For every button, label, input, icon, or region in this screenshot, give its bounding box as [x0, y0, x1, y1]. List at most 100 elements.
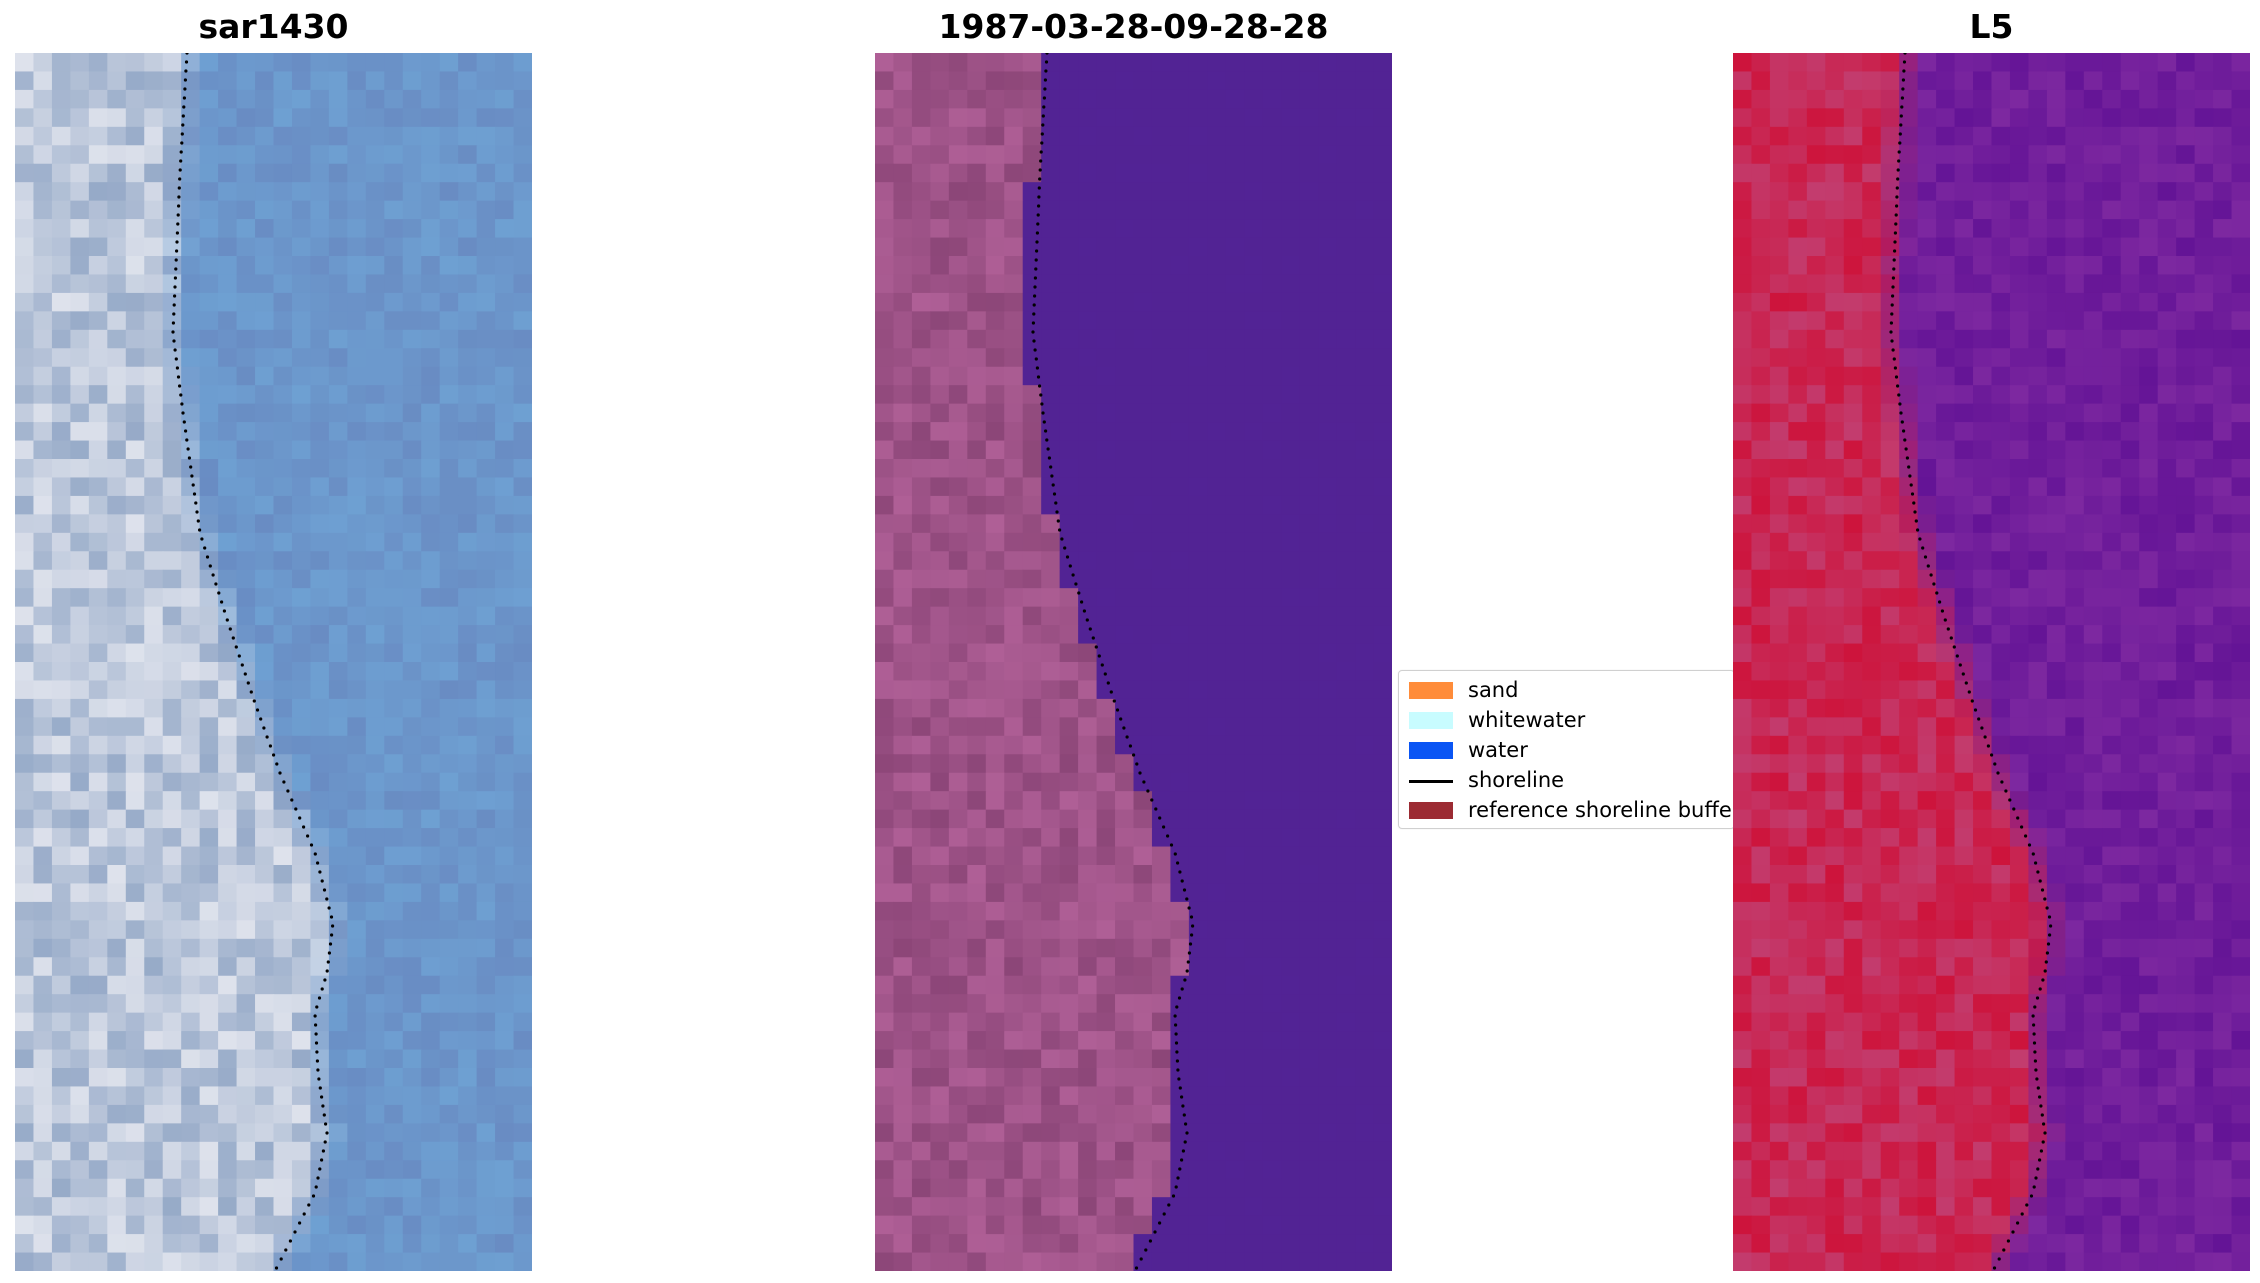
shoreline-dot	[1033, 294, 1037, 298]
image-pixel	[70, 145, 90, 165]
image-pixel	[513, 274, 532, 294]
image-pixel	[1788, 145, 1808, 165]
image-pixel	[458, 1031, 478, 1051]
image-pixel	[513, 791, 532, 811]
image-pixel	[1917, 348, 1937, 368]
image-pixel	[1004, 1252, 1024, 1271]
image-pixel	[1133, 643, 1153, 663]
image-pixel	[328, 459, 348, 479]
image-pixel	[476, 1160, 496, 1180]
image-pixel	[1973, 422, 1993, 442]
image-pixel	[51, 809, 71, 829]
image-pixel	[1373, 606, 1392, 626]
image-pixel	[1355, 717, 1375, 737]
image-pixel	[1806, 53, 1826, 73]
image-pixel	[328, 532, 348, 552]
image-pixel	[255, 1141, 275, 1161]
image-pixel	[2046, 200, 2066, 220]
image-pixel	[2194, 440, 2214, 460]
image-pixel	[1004, 865, 1024, 885]
image-pixel	[1133, 865, 1153, 885]
image-pixel	[1299, 422, 1319, 442]
image-pixel	[875, 865, 895, 885]
image-pixel	[1078, 1160, 1098, 1180]
image-pixel	[2065, 292, 2085, 312]
image-pixel	[33, 883, 53, 903]
image-pixel	[948, 846, 968, 866]
image-pixel	[1004, 53, 1024, 73]
image-pixel	[875, 532, 895, 552]
shoreline-dot	[326, 960, 330, 964]
image-pixel	[1059, 53, 1079, 73]
image-pixel	[458, 569, 478, 589]
image-pixel	[911, 920, 931, 940]
image-pixel	[2046, 569, 2066, 589]
image-pixel	[2083, 680, 2103, 700]
image-pixel	[1769, 348, 1789, 368]
image-pixel	[911, 477, 931, 497]
image-pixel	[1899, 588, 1919, 608]
image-pixel	[1336, 975, 1356, 995]
image-pixel	[107, 1197, 127, 1217]
image-pixel	[1281, 643, 1301, 663]
image-pixel	[458, 219, 478, 239]
image-pixel	[273, 71, 293, 91]
image-pixel	[273, 329, 293, 349]
panel-rgb: sar1430	[15, 7, 532, 1271]
image-pixel	[1954, 551, 1974, 571]
image-pixel	[328, 772, 348, 792]
image-pixel	[1299, 1141, 1319, 1161]
image-pixel	[967, 772, 987, 792]
image-pixel	[33, 680, 53, 700]
image-pixel	[2009, 662, 2030, 682]
image-pixel	[2046, 625, 2066, 645]
image-pixel	[1244, 994, 1264, 1014]
image-pixel	[1806, 256, 1826, 276]
image-pixel	[1843, 403, 1863, 423]
image-pixel	[1733, 71, 1753, 91]
image-pixel	[1281, 89, 1301, 109]
image-pixel	[2009, 495, 2030, 515]
image-pixel	[1373, 698, 1392, 718]
image-pixel	[107, 440, 127, 460]
image-pixel	[1355, 994, 1375, 1014]
image-pixel	[1936, 348, 1956, 368]
image-pixel	[1806, 495, 1826, 515]
image-pixel	[1299, 237, 1319, 257]
image-pixel	[1355, 422, 1375, 442]
image-pixel	[1151, 975, 1172, 995]
image-pixel	[365, 1049, 385, 1069]
image-pixel	[2102, 89, 2122, 109]
image-pixel	[1733, 477, 1753, 497]
image-pixel	[255, 1178, 275, 1198]
image-pixel	[218, 865, 238, 885]
image-pixel	[1078, 1123, 1098, 1143]
image-pixel	[513, 126, 532, 146]
image-pixel	[255, 329, 275, 349]
image-pixel	[967, 698, 987, 718]
image-pixel	[421, 329, 441, 349]
image-pixel	[1880, 514, 1900, 534]
image-pixel	[1355, 89, 1375, 109]
image-pixel	[1133, 1012, 1153, 1032]
image-pixel	[291, 126, 312, 146]
image-pixel	[2083, 551, 2103, 571]
image-pixel	[181, 698, 201, 718]
image-pixel	[236, 1123, 256, 1143]
image-pixel	[1917, 71, 1937, 91]
image-pixel	[513, 772, 532, 792]
image-pixel	[421, 717, 441, 737]
image-pixel	[421, 292, 441, 312]
image-pixel	[2176, 625, 2196, 645]
image-pixel	[1299, 883, 1319, 903]
image-pixel	[875, 1160, 895, 1180]
image-pixel	[1096, 975, 1116, 995]
image-pixel	[384, 532, 404, 552]
image-pixel	[1843, 292, 1863, 312]
image-pixel	[402, 606, 422, 626]
image-pixel	[162, 495, 182, 515]
image-pixel	[2120, 422, 2140, 442]
image-pixel	[384, 89, 404, 109]
image-pixel	[911, 606, 931, 626]
image-pixel	[218, 1031, 238, 1051]
